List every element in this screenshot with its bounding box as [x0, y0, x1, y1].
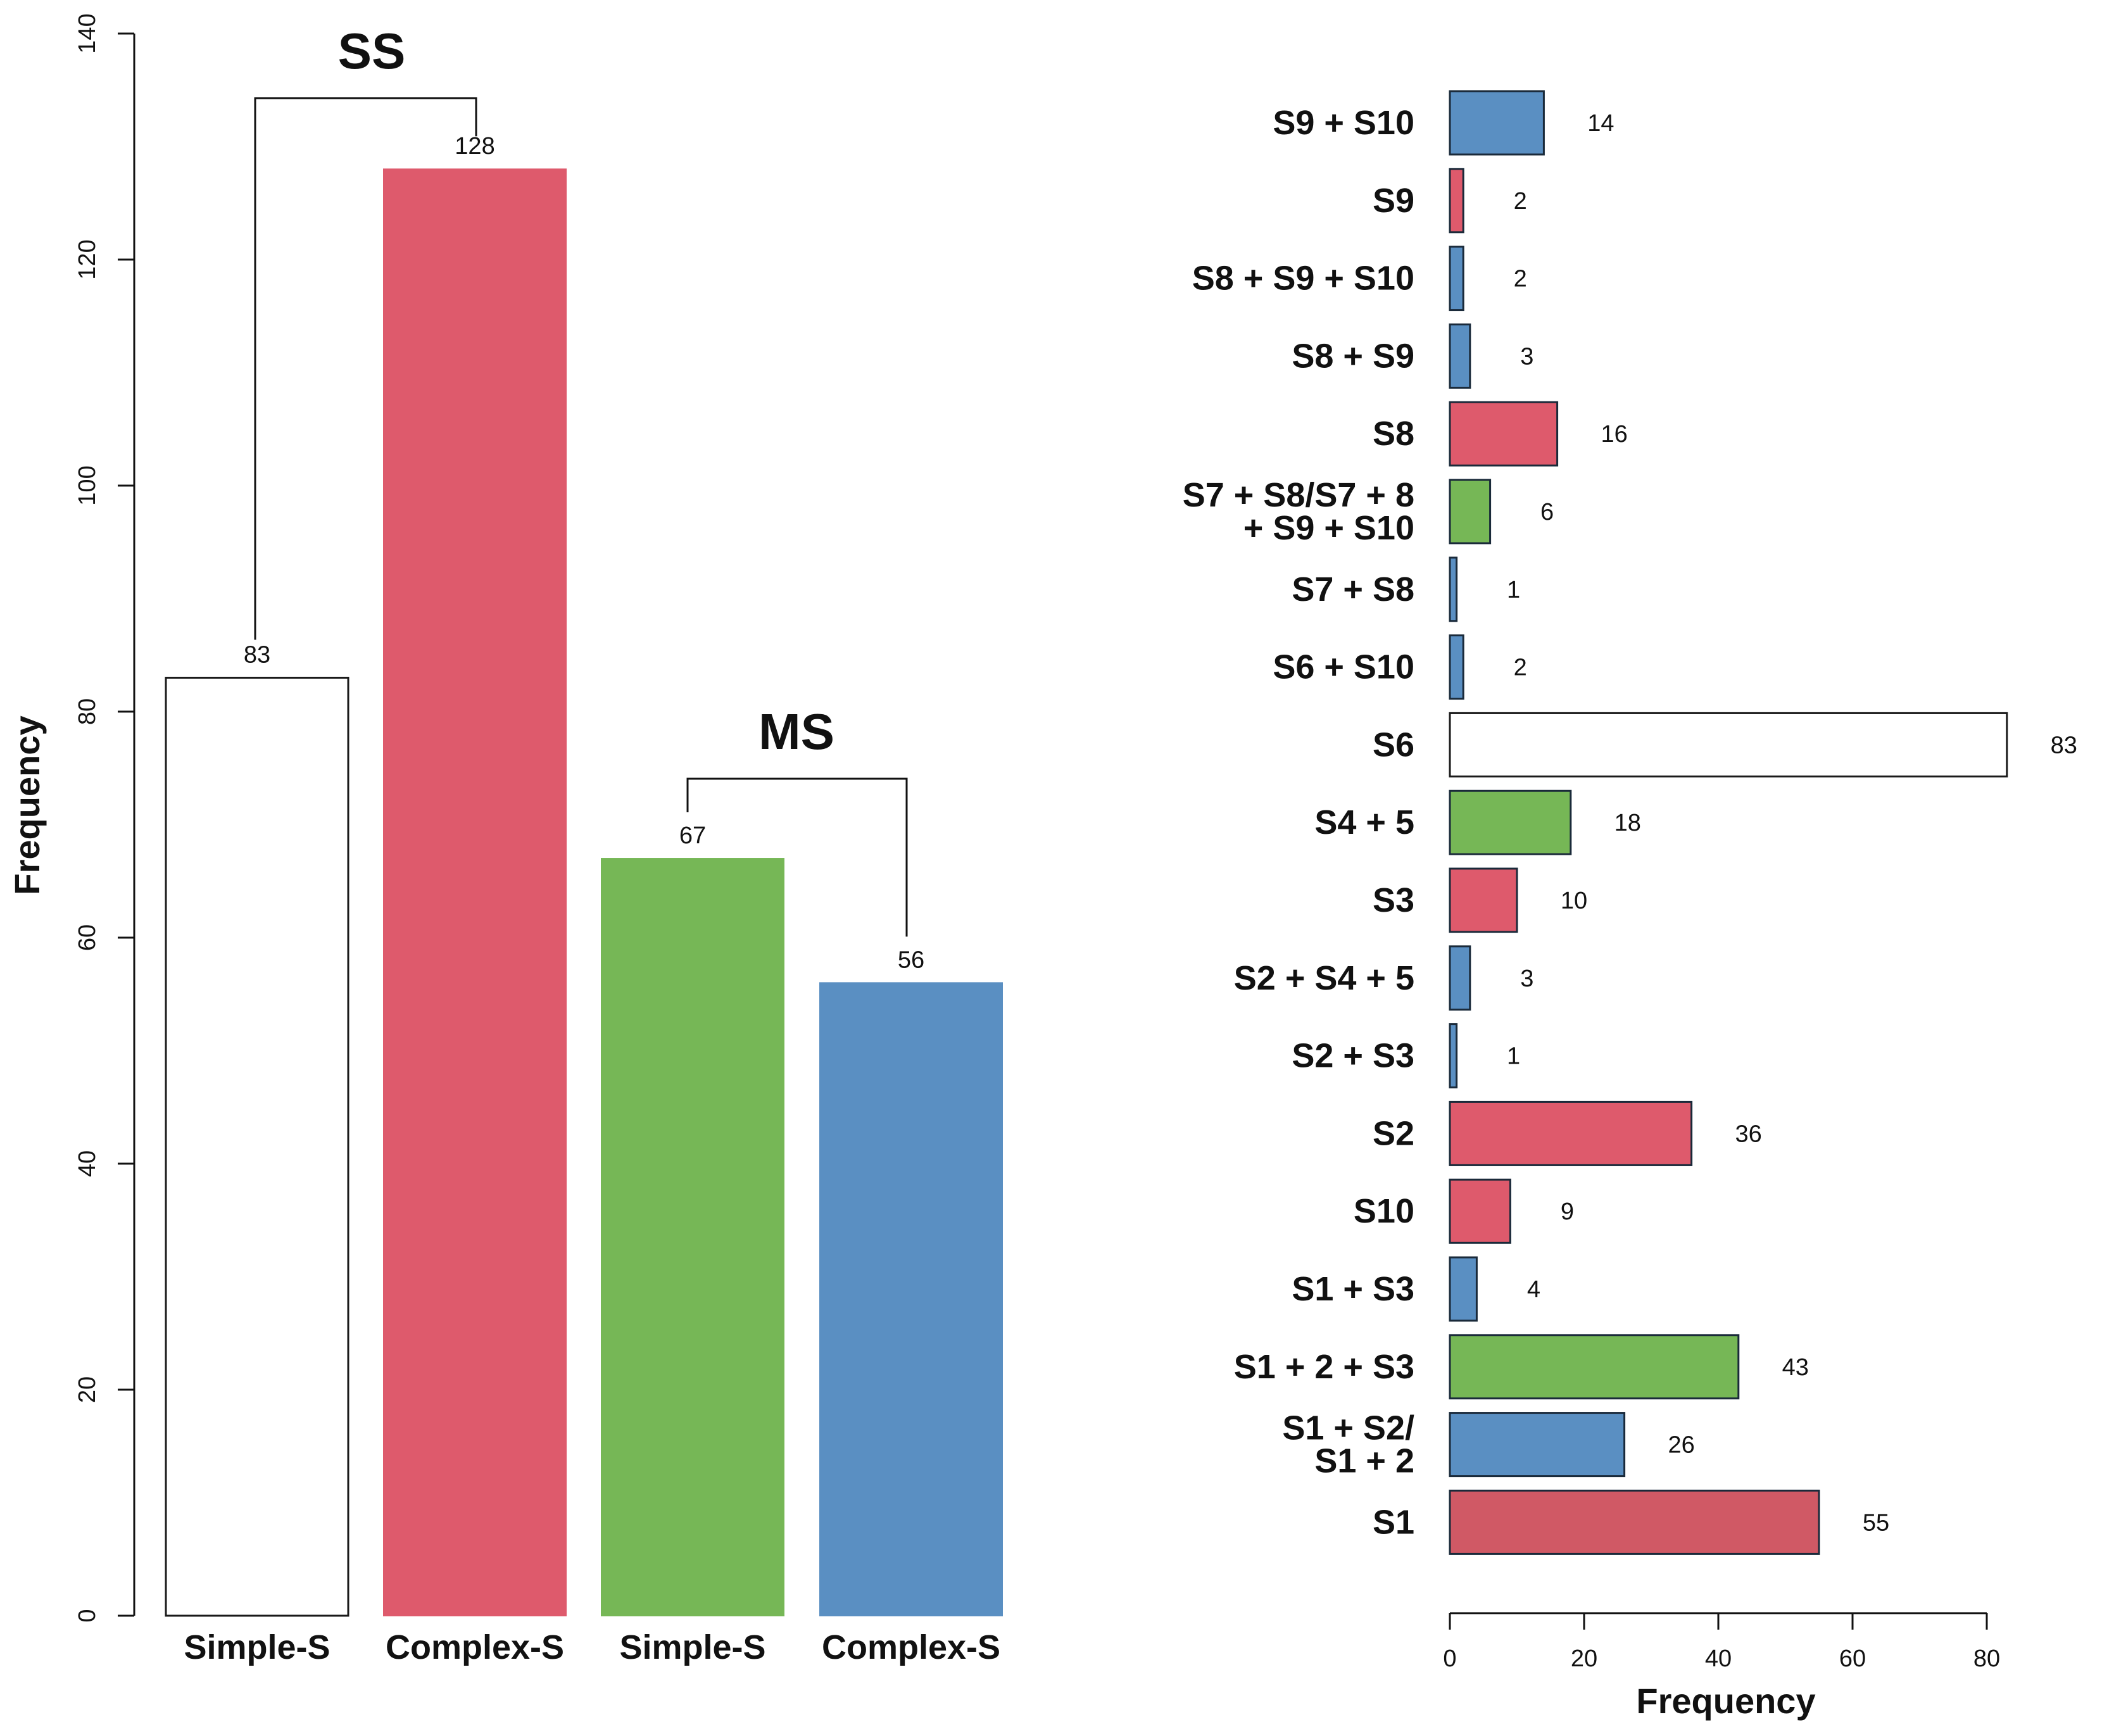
y-category-label: S6 [1373, 726, 1414, 764]
hbar-value-label: 36 [1735, 1121, 1761, 1147]
y-category-label: S8 + S9 + S10 [1192, 260, 1414, 298]
y-category-label: S9 [1373, 182, 1414, 220]
hbar-value-label: 6 [1540, 499, 1554, 525]
left-bar-chart: 0 20 40 60 80 100 120 140 Frequency 83 Simple-S 128… [7, 13, 1003, 1666]
hbar [1449, 1023, 1458, 1089]
bar-value-label: 128 [455, 133, 494, 160]
hbar [1449, 1256, 1478, 1322]
y-category-label: S8 + S9 [1292, 337, 1414, 375]
x-tick-label: 0 [1443, 1645, 1456, 1672]
hbar [1449, 634, 1464, 700]
hbar-value-label: 9 [1561, 1198, 1574, 1225]
y-category-label: S9 + S10 [1273, 104, 1414, 142]
hbar [1449, 90, 1545, 156]
hbar-value-label: 1 [1507, 577, 1520, 603]
y-category-label: S2 + S4 + 5 [1234, 959, 1414, 997]
hbar [1449, 557, 1458, 622]
y-category-label: S7 + S8 [1292, 570, 1414, 608]
hbar-value-label: 4 [1527, 1276, 1540, 1303]
y-tick-label: 0 [74, 1609, 101, 1622]
y-category-label: S1 + 2 [1314, 1442, 1414, 1480]
hbar [1449, 168, 1464, 234]
x-tick-label: 40 [1705, 1645, 1732, 1672]
hbar [1449, 867, 1518, 933]
hbar [1449, 1489, 1820, 1555]
x-category-label: Complex-S [386, 1628, 564, 1666]
hbar-value-label: 2 [1514, 188, 1527, 215]
hbar [1449, 945, 1471, 1011]
y-category-label: S1 [1373, 1503, 1414, 1541]
hbar [1449, 246, 1464, 311]
y-category-label: S2 [1373, 1114, 1414, 1152]
x-category-label: Complex-S [822, 1628, 1000, 1666]
y-tick-label: 80 [74, 698, 101, 725]
y-category-label: S6 + S10 [1273, 648, 1414, 686]
hbar-value-label: 83 [2051, 732, 2077, 758]
hbar [1449, 1178, 1511, 1244]
x-tick-label: 60 [1839, 1645, 1866, 1672]
y-category-label: S10 [1354, 1192, 1414, 1230]
hbar-value-label: 55 [1863, 1509, 1889, 1536]
y-category-label: S7 + S8/S7 + 8 [1183, 476, 1414, 514]
hbar-value-label: 1 [1507, 1043, 1520, 1070]
bar-value-label: 67 [679, 822, 706, 849]
hbar-value-label: 16 [1601, 421, 1627, 448]
hbar-value-label: 2 [1514, 655, 1527, 681]
x-category-label: Simple-S [184, 1628, 330, 1666]
hbar [1449, 1100, 1693, 1166]
hbar-value-label: 14 [1587, 110, 1614, 137]
hbar-value-label: 10 [1561, 888, 1587, 914]
group-title: SS [338, 23, 406, 79]
x-tick-label: 80 [1973, 1645, 2000, 1672]
y-tick-label: 120 [74, 239, 101, 279]
y-category-label: S1 + 2 + S3 [1234, 1348, 1414, 1386]
bar [383, 168, 567, 1617]
x-axis-title: Frequency [1636, 1681, 1815, 1721]
bar [165, 676, 349, 1617]
y-tick-label: 60 [74, 924, 101, 951]
hbar [1449, 1334, 1740, 1400]
hbar [1449, 712, 2008, 777]
y-category-label: S8 [1373, 415, 1414, 453]
bar [601, 858, 784, 1616]
y-tick-label: 100 [74, 465, 101, 505]
hbar-value-label: 3 [1520, 343, 1533, 370]
hbar-value-label: 3 [1520, 965, 1533, 992]
hbar [1449, 401, 1559, 467]
x-category-label: Simple-S [619, 1628, 765, 1666]
hbar-value-label: 18 [1614, 810, 1641, 836]
group-bracket [686, 777, 908, 937]
bar-value-label: 83 [244, 641, 270, 668]
y-category-label: S1 + S3 [1292, 1270, 1414, 1308]
y-tick-label: 140 [74, 13, 101, 53]
hbar-value-label: 43 [1782, 1354, 1809, 1381]
y-category-label: + S9 + S10 [1243, 509, 1414, 547]
bar-value-label: 56 [898, 947, 924, 973]
x-tick-label: 20 [1571, 1645, 1597, 1672]
hbar [1449, 323, 1471, 389]
y-tick-label: 20 [74, 1376, 101, 1403]
group-title: MS [758, 703, 834, 760]
hbar [1449, 1412, 1626, 1478]
hbar-value-label: 26 [1668, 1432, 1694, 1459]
y-category-label: S3 [1373, 881, 1414, 919]
hbar [1449, 789, 1572, 855]
y-category-label: S1 + S2/ [1282, 1409, 1414, 1447]
y-tick-label: 40 [74, 1150, 101, 1177]
group-bracket [254, 97, 477, 640]
bar [819, 982, 1003, 1616]
y-axis-title: Frequency [7, 715, 47, 895]
hbar-value-label: 2 [1514, 266, 1527, 292]
hbar [1449, 479, 1492, 544]
y-category-label: S4 + 5 [1314, 803, 1414, 841]
y-category-label: S2 + S3 [1292, 1037, 1414, 1075]
